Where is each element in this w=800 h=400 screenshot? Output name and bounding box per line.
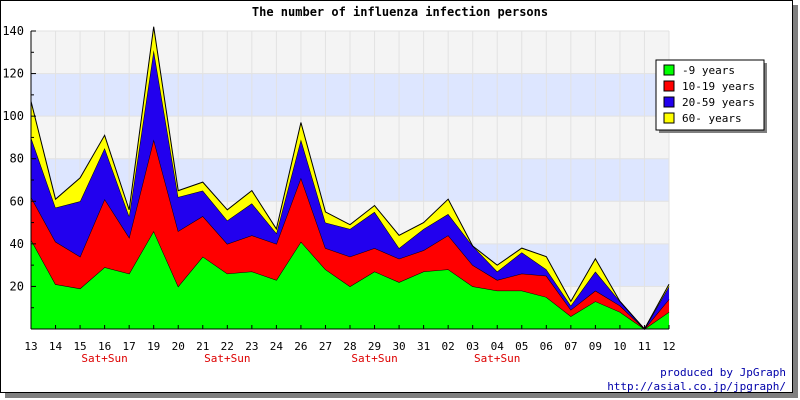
x-tick-label: 31 bbox=[417, 340, 430, 353]
x-tick-sublabel: Sat+Sun bbox=[204, 352, 250, 365]
y-tick-label: 20 bbox=[10, 279, 24, 293]
axes bbox=[30, 30, 670, 330]
x-tick-label: 14 bbox=[49, 340, 63, 353]
legend-swatch bbox=[663, 96, 675, 108]
y-tick-label: 120 bbox=[2, 67, 24, 81]
x-tick-label: 07 bbox=[564, 340, 577, 353]
x-tick-label: 10 bbox=[613, 340, 626, 353]
x-tick-label: 11 bbox=[638, 340, 651, 353]
x-tick-sublabel: Sat+Sun bbox=[81, 352, 127, 365]
series-line bbox=[30, 26, 670, 330]
legend-swatch bbox=[663, 64, 675, 76]
y-axis-tick-labels: 20 40 60 80 100 120 140 bbox=[2, 24, 24, 293]
x-tick-label: 06 bbox=[540, 340, 553, 353]
x-tick-label: 28 bbox=[343, 340, 356, 353]
x-tick-label: 12 bbox=[662, 340, 675, 353]
x-tick-label: 13 bbox=[24, 340, 37, 353]
legend: -9 years 10-19 years 20-59 years 60- years bbox=[655, 59, 767, 133]
legend-swatch bbox=[663, 112, 675, 124]
series-line bbox=[30, 229, 670, 330]
x-tick-label: 16 bbox=[98, 340, 111, 353]
credit-line-1: produced by JpGraph bbox=[660, 366, 786, 379]
x-tick-label: 20 bbox=[172, 340, 185, 353]
legend-label: 60- years bbox=[682, 112, 742, 125]
y-tick-label: 100 bbox=[2, 109, 24, 123]
y-tick-label: 40 bbox=[10, 237, 24, 251]
y-tick-label: 80 bbox=[10, 152, 24, 166]
x-tick-label: 26 bbox=[294, 340, 307, 353]
stacked-areas bbox=[30, 26, 670, 330]
series-area bbox=[31, 139, 669, 329]
x-tick-label: 29 bbox=[368, 340, 381, 353]
x-tick-label: 19 bbox=[147, 340, 160, 353]
x-tick-label: 09 bbox=[589, 340, 602, 353]
x-tick-label: 30 bbox=[392, 340, 405, 353]
x-tick-label: 15 bbox=[73, 340, 86, 353]
legend-swatch bbox=[663, 80, 675, 92]
legend-label: 20-59 years bbox=[682, 96, 755, 109]
legend-label: 10-19 years bbox=[682, 80, 755, 93]
chart-title: The number of influenza infection person… bbox=[252, 5, 548, 19]
x-tick-sublabel: Sat+Sun bbox=[351, 352, 397, 365]
x-tick-label: 17 bbox=[123, 340, 136, 353]
credit-line-2: http://asial.co.jp/jpgraph/ bbox=[607, 380, 786, 393]
series-area bbox=[31, 231, 669, 329]
legend-label: -9 years bbox=[682, 64, 735, 77]
x-tick-label: 27 bbox=[319, 340, 332, 353]
y-tick-label: 140 bbox=[2, 24, 24, 38]
x-tick-label: 05 bbox=[515, 340, 528, 353]
x-tick-sublabel: Sat+Sun bbox=[474, 352, 520, 365]
x-tick-label: 21 bbox=[196, 340, 209, 353]
y-tick-label: 60 bbox=[10, 194, 24, 208]
x-tick-label: 02 bbox=[442, 340, 455, 353]
x-tick-label: 03 bbox=[466, 340, 479, 353]
x-tick-label: 24 bbox=[270, 340, 284, 353]
x-tick-label: 23 bbox=[245, 340, 258, 353]
x-tick-label: 22 bbox=[221, 340, 234, 353]
x-tick-label: 04 bbox=[491, 340, 505, 353]
